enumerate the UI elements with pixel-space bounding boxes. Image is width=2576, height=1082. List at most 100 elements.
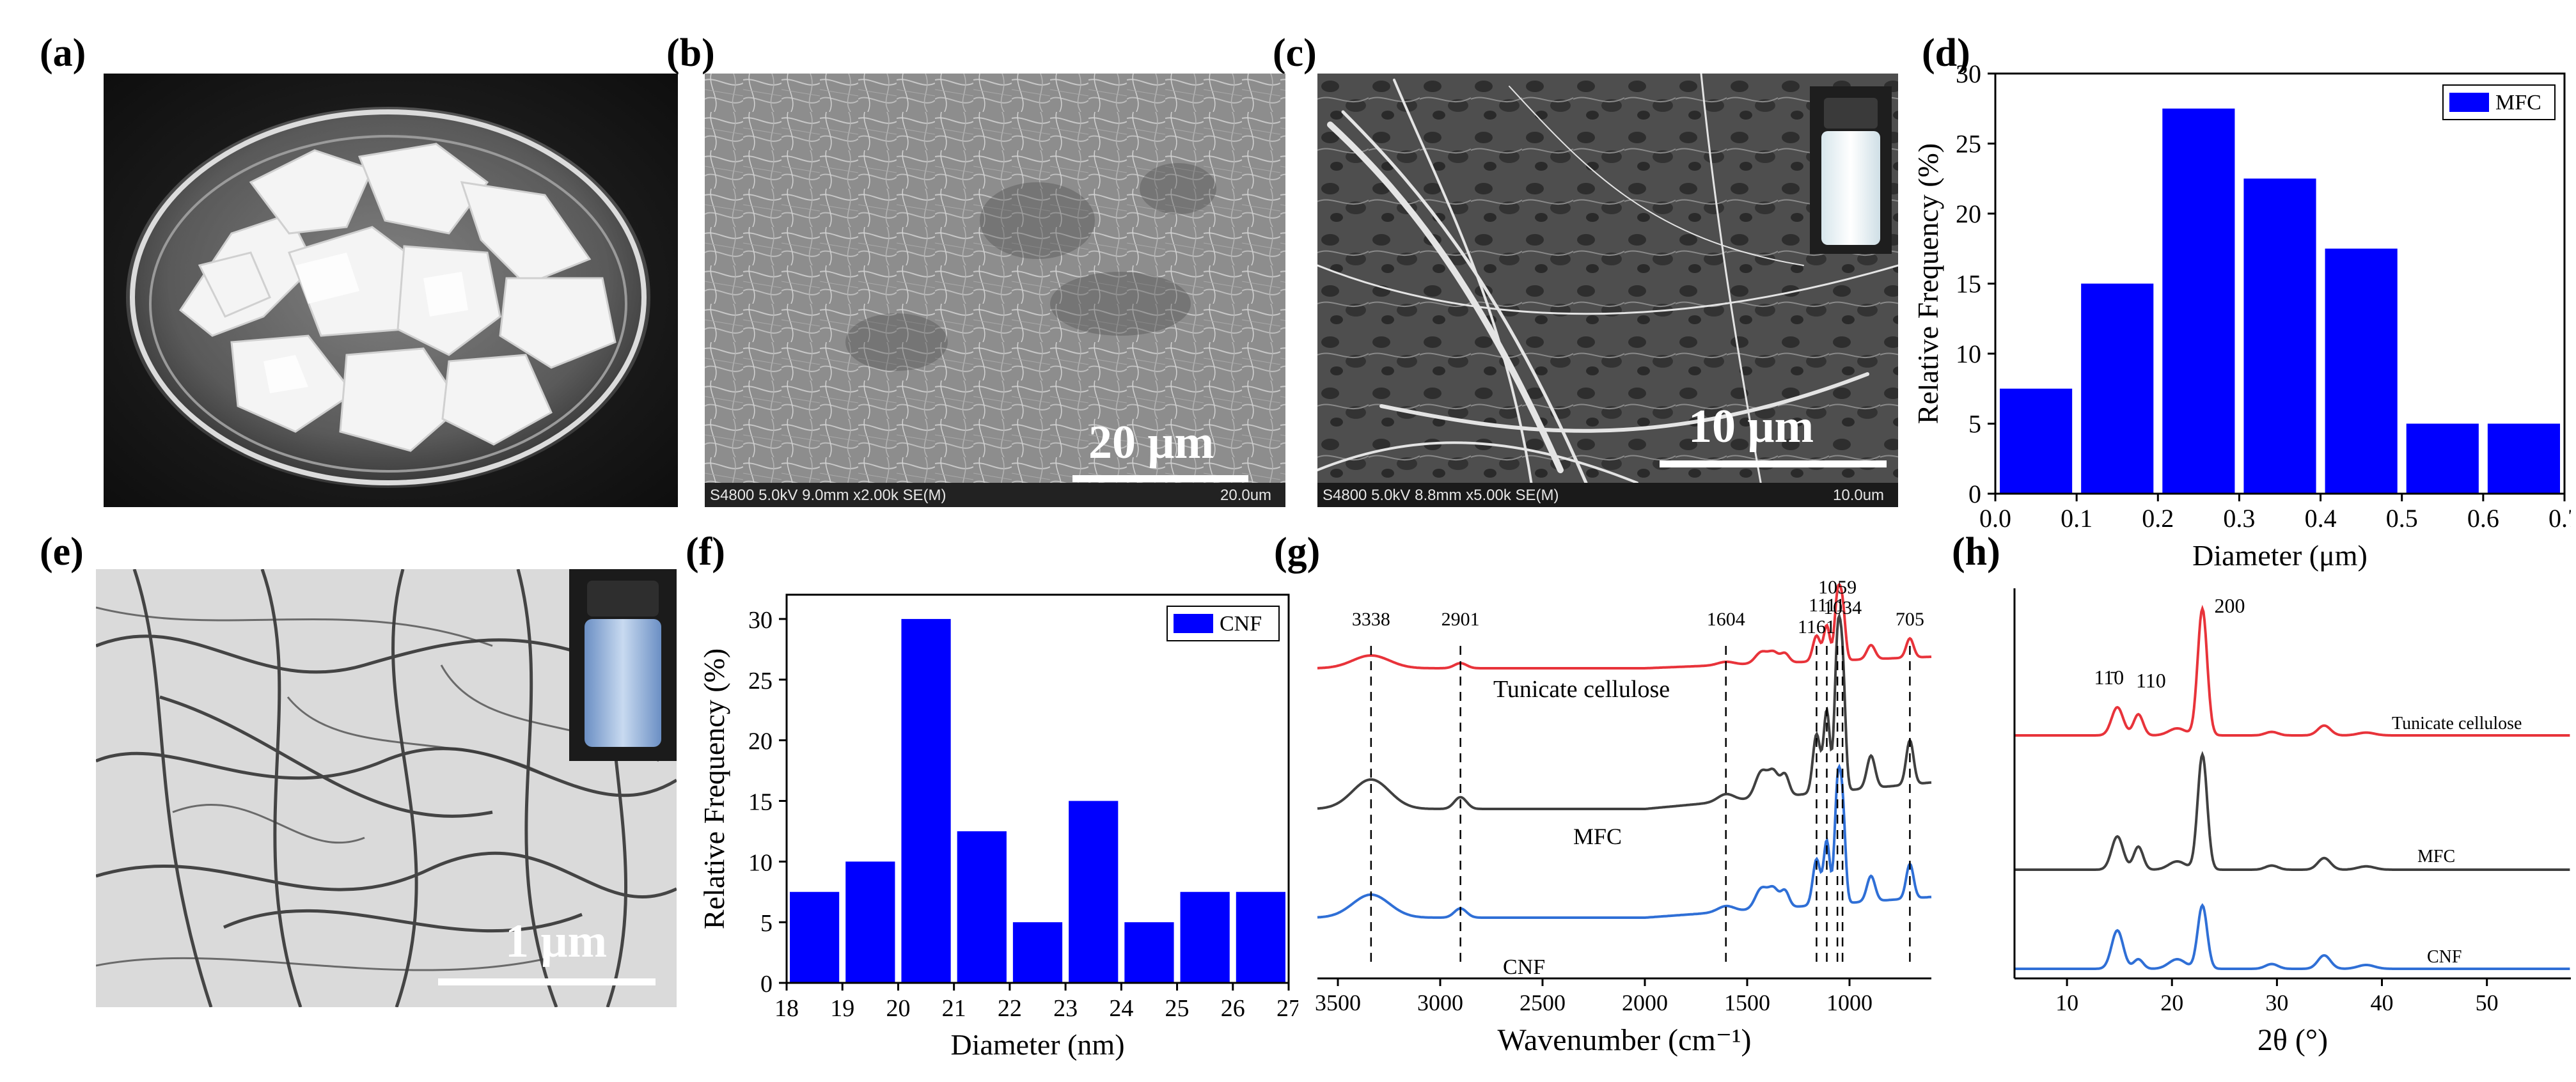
x-axis-label: Diameter (nm) <box>950 1028 1124 1061</box>
histogram-bar <box>2325 248 2398 494</box>
x-tick-label: 0.1 <box>2061 504 2093 533</box>
y-tick-label: 20 <box>1956 200 1981 228</box>
y-axis-label: Relative Frequency (%) <box>1919 143 1944 424</box>
histogram-bar <box>2000 388 2073 494</box>
xrd-patterns: 11̄0 110 200 Tunicate cellulose MFC CNF 10 20 30… <box>2013 588 2571 1057</box>
vial-body-icon <box>585 619 661 747</box>
histogram-bar <box>1236 891 1285 983</box>
peak-label: 11̄0 <box>2094 666 2124 689</box>
y-tick-label: 0 <box>1968 480 1981 508</box>
peak-label: 1161 <box>1798 616 1835 638</box>
x-tick-label: 2500 <box>1520 990 1566 1015</box>
vial-cap-icon <box>1824 98 1878 129</box>
peak-label: 1034 <box>1823 597 1862 618</box>
histogram-bar <box>957 831 1007 983</box>
legend-label: CNF <box>1220 612 1262 636</box>
x-tick-label: 30 <box>2265 990 2288 1015</box>
x-tick-label: 22 <box>998 995 1022 1022</box>
histogram-bar <box>1069 801 1119 983</box>
tem-image-e: 1 μm <box>96 569 677 1007</box>
x-tick-label: 40 <box>2371 990 2394 1015</box>
peak-label: 200 <box>2215 594 2245 617</box>
legend-label: MFC <box>2495 91 2541 114</box>
y-tick-label: 15 <box>748 788 773 815</box>
x-tick-label: 24 <box>1109 995 1133 1022</box>
x-tick-label: 18 <box>774 995 799 1022</box>
y-tick-label: 5 <box>760 910 773 937</box>
legend-box <box>1166 606 1280 641</box>
x-tick-label: 10 <box>2055 990 2078 1015</box>
x-tick-label: 20 <box>886 995 910 1022</box>
tem-network-texture <box>96 569 677 1007</box>
sem-info-b: S4800 5.0kV 9.0mm x2.00k SE(M) <box>710 487 946 504</box>
histogram-bar <box>901 618 951 983</box>
y-tick-label: 25 <box>1956 130 1981 159</box>
sem-image-b: 20 μm S4800 5.0kV 9.0mm x2.00k SE(M) 20.… <box>705 74 1285 507</box>
peak-label: 1111 <box>1809 595 1845 616</box>
scale-bar-line-b <box>1072 475 1248 482</box>
x-axis-label: 2θ (°) <box>2258 1023 2328 1057</box>
peak-label: 2901 <box>1441 609 1480 630</box>
panel-label-a: (a) <box>40 31 86 75</box>
histogram-cnf: 18 19 20 21 22 23 24 25 26 27 0 5 10 15 20 25 30 Diameter… <box>698 593 1298 1061</box>
x-tick-label: 21 <box>942 995 966 1022</box>
y-tick-label: 15 <box>1956 270 1981 299</box>
y-tick-label: 30 <box>1956 64 1981 88</box>
x-tick-label: 0.7 <box>2549 504 2571 533</box>
scale-bar-label-b: 20 μm <box>1088 416 1214 469</box>
xrd-line <box>2014 903 2570 970</box>
histogram-bar <box>1124 922 1174 983</box>
series-label: MFC <box>2417 847 2455 866</box>
x-tick-label: 0.4 <box>2305 504 2337 533</box>
panel-label-b: (b) <box>666 31 715 75</box>
panel-label-c: (c) <box>1273 31 1317 75</box>
x-tick-label: 23 <box>1053 995 1078 1022</box>
histogram-mfc: 0.0 0.1 0.2 0.3 0.4 0.5 0.6 0.7 0 5 10 15 20 25 30 Diam… <box>1919 64 2571 572</box>
peak-label: 3338 <box>1352 609 1390 630</box>
xrd-line <box>2014 604 2570 737</box>
x-tick-label: 0.3 <box>2223 504 2255 533</box>
spectrum-line <box>1317 612 1932 810</box>
series-label: CNF <box>2427 947 2462 967</box>
y-tick-label: 10 <box>748 849 773 876</box>
vial-body-icon <box>1821 131 1880 245</box>
x-tick-label: 0.5 <box>2386 504 2418 533</box>
histogram-bar <box>2243 178 2316 494</box>
scale-bar-label-e: 1 μm <box>505 915 608 968</box>
y-tick-label: 20 <box>748 728 773 755</box>
y-tick-label: 0 <box>760 971 773 998</box>
histogram-bar <box>845 861 895 983</box>
peak-label: 1604 <box>1707 609 1745 630</box>
vial-cap-icon <box>587 581 659 616</box>
scale-bar-line-e <box>438 978 656 985</box>
x-tick-label: 0.6 <box>2467 504 2499 533</box>
x-tick-label: 27 <box>1276 995 1298 1022</box>
panel-label-h: (h) <box>1952 530 2000 574</box>
sem-fiber-texture-c <box>1317 74 1898 507</box>
x-tick-label: 26 <box>1221 995 1245 1022</box>
x-axis-label: Diameter (μm) <box>2192 539 2368 572</box>
plot-frame <box>785 593 1290 984</box>
x-tick-label: 3500 <box>1315 990 1361 1015</box>
xrd-line <box>2014 751 2570 871</box>
y-tick-label: 5 <box>1968 410 1981 439</box>
y-tick-label: 30 <box>748 607 773 634</box>
histogram-bar <box>2406 423 2479 494</box>
x-tick-label: 25 <box>1165 995 1190 1022</box>
y-axis-label: Relative Frequency (%) <box>698 648 730 929</box>
series-label: MFC <box>1573 824 1622 849</box>
series-label: Tunicate cellulose <box>2392 714 2522 733</box>
peak-label: 1059 <box>1818 577 1857 598</box>
histogram-bar <box>790 891 840 983</box>
sem-fiber-texture-b <box>705 74 1285 507</box>
petri-dish-illustration <box>104 74 678 507</box>
scale-bar-line-c <box>1660 460 1887 467</box>
peak-label: 110 <box>2136 669 2166 692</box>
panel-label-d: (d) <box>1922 31 1970 75</box>
sem-image-c: 10 μm S4800 5.0kV 8.8mm x5.00k SE(M) 10.… <box>1317 74 1898 507</box>
x-tick-label: 0.2 <box>2142 504 2174 533</box>
series-label: CNF <box>1503 955 1545 979</box>
legend-swatch <box>2449 93 2489 112</box>
x-tick-label: 3000 <box>1417 990 1463 1015</box>
